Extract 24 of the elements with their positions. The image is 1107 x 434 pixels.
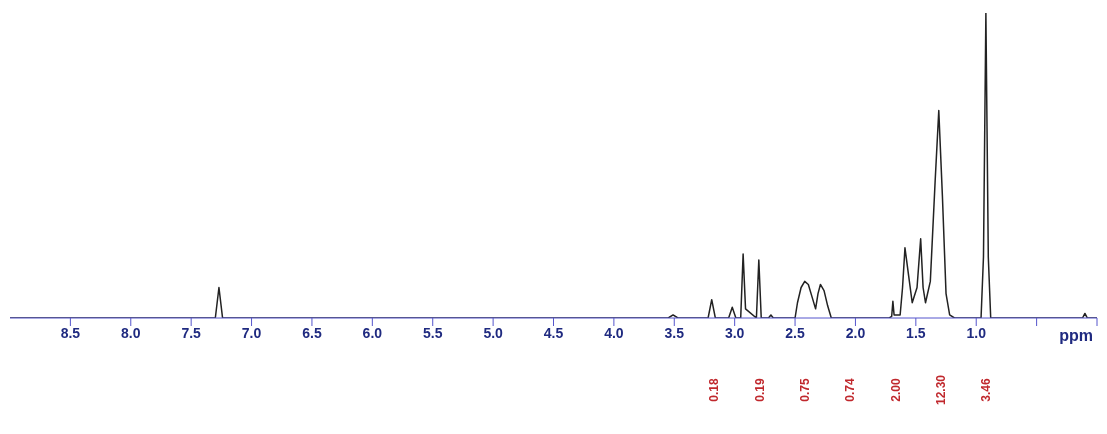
x-tick-label: 1.0: [966, 324, 987, 341]
text: 0.75: [797, 378, 812, 402]
x-tick-label: 3.0: [724, 324, 745, 341]
x-tick-label: 7.5: [181, 324, 202, 341]
x-tick-label: 6.0: [362, 324, 383, 341]
text: 2.00: [888, 378, 903, 402]
x-tick-label: 7.0: [241, 324, 262, 341]
x-tick-label: 8.0: [121, 324, 141, 341]
x-tick-label: 4.0: [604, 324, 624, 341]
x-axis-title: ppm: [1059, 327, 1093, 345]
x-tick-label: 1.5: [906, 324, 926, 341]
text: 0.74: [843, 378, 858, 402]
x-tick-label: 5.0: [483, 324, 504, 341]
x-tick-label: 8.5: [60, 324, 81, 341]
x-tick-label: 4.5: [543, 324, 564, 341]
text: 3.46: [978, 378, 993, 402]
x-tick-label: 6.5: [302, 324, 322, 341]
text: 0.18: [707, 378, 722, 402]
text: 12.30: [933, 374, 948, 406]
text: 0.19: [752, 378, 767, 402]
x-tick-label: 3.5: [664, 324, 685, 341]
x-tick-label: 2.0: [845, 324, 866, 341]
x-tick-label: 5.5: [422, 324, 443, 341]
x-tick-label: 2.5: [785, 324, 805, 341]
